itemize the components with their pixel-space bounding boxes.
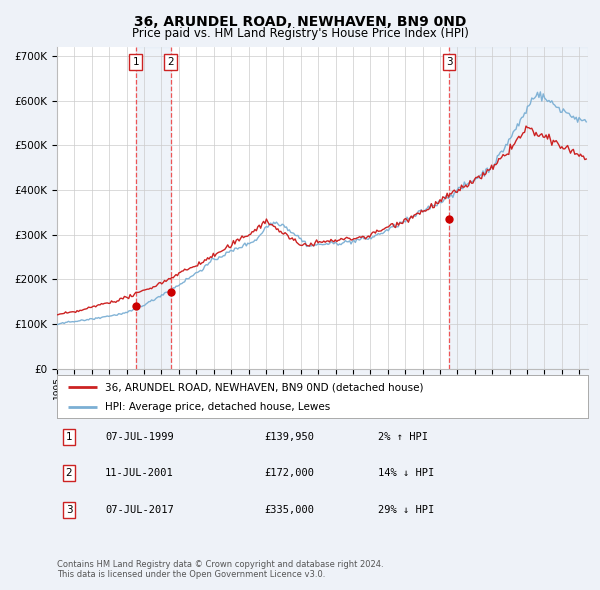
Text: Contains HM Land Registry data © Crown copyright and database right 2024.
This d: Contains HM Land Registry data © Crown c… xyxy=(57,560,383,579)
Text: 1: 1 xyxy=(65,432,73,441)
Text: 3: 3 xyxy=(446,57,452,67)
Text: 07-JUL-1999: 07-JUL-1999 xyxy=(105,432,174,441)
Text: 07-JUL-2017: 07-JUL-2017 xyxy=(105,505,174,514)
Text: 2: 2 xyxy=(65,468,73,478)
Text: 2% ↑ HPI: 2% ↑ HPI xyxy=(378,432,428,441)
Text: Price paid vs. HM Land Registry's House Price Index (HPI): Price paid vs. HM Land Registry's House … xyxy=(131,27,469,40)
Text: £139,950: £139,950 xyxy=(264,432,314,441)
Bar xyxy=(449,47,588,369)
Text: 36, ARUNDEL ROAD, NEWHAVEN, BN9 0ND (detached house): 36, ARUNDEL ROAD, NEWHAVEN, BN9 0ND (det… xyxy=(105,382,423,392)
Text: £335,000: £335,000 xyxy=(264,505,314,514)
Text: 1: 1 xyxy=(133,57,139,67)
Text: 3: 3 xyxy=(65,505,73,514)
Text: 2: 2 xyxy=(167,57,174,67)
Text: 14% ↓ HPI: 14% ↓ HPI xyxy=(378,468,434,478)
Text: 11-JUL-2001: 11-JUL-2001 xyxy=(105,468,174,478)
Text: £172,000: £172,000 xyxy=(264,468,314,478)
Text: 29% ↓ HPI: 29% ↓ HPI xyxy=(378,505,434,514)
Bar xyxy=(136,47,170,369)
Text: 36, ARUNDEL ROAD, NEWHAVEN, BN9 0ND: 36, ARUNDEL ROAD, NEWHAVEN, BN9 0ND xyxy=(134,15,466,29)
Text: HPI: Average price, detached house, Lewes: HPI: Average price, detached house, Lewe… xyxy=(105,402,330,412)
